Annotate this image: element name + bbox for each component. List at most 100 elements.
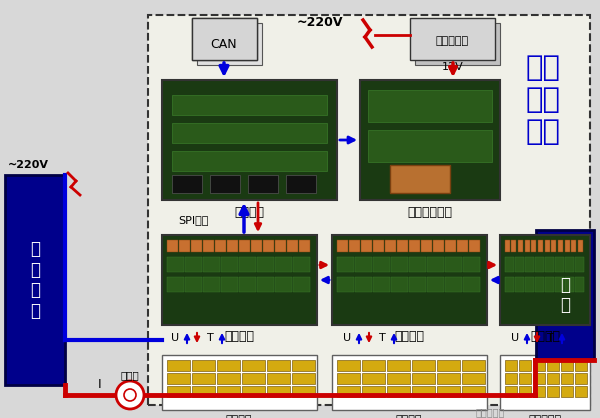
Bar bbox=[191, 240, 202, 252]
Bar bbox=[242, 386, 265, 397]
Bar bbox=[551, 240, 556, 252]
Bar bbox=[368, 130, 492, 162]
Bar bbox=[518, 240, 523, 252]
Bar bbox=[172, 175, 202, 193]
Bar bbox=[332, 235, 487, 325]
Bar bbox=[515, 277, 524, 292]
Bar bbox=[360, 80, 500, 200]
Bar bbox=[412, 360, 435, 371]
Text: 电池模组: 电池模组 bbox=[396, 415, 422, 418]
Bar bbox=[368, 90, 492, 122]
Bar bbox=[390, 165, 450, 193]
Bar bbox=[547, 360, 559, 371]
Bar bbox=[167, 257, 184, 272]
Bar bbox=[469, 240, 480, 252]
Bar bbox=[355, 277, 372, 292]
Text: SPI总线: SPI总线 bbox=[178, 215, 208, 225]
Bar bbox=[545, 257, 554, 272]
Bar bbox=[462, 373, 485, 384]
Bar bbox=[437, 386, 460, 397]
Bar bbox=[210, 175, 240, 193]
Bar bbox=[167, 277, 184, 292]
Text: 均衡电源模块: 均衡电源模块 bbox=[407, 206, 452, 219]
Bar bbox=[337, 257, 354, 272]
Text: U: U bbox=[511, 333, 519, 343]
Bar bbox=[555, 277, 564, 292]
Text: 电池模组: 电池模组 bbox=[226, 415, 252, 418]
Bar bbox=[519, 386, 531, 397]
Bar bbox=[500, 235, 590, 325]
Bar bbox=[545, 277, 554, 292]
Bar bbox=[525, 240, 530, 252]
Bar bbox=[505, 257, 514, 272]
Bar bbox=[536, 230, 594, 360]
Bar bbox=[192, 373, 215, 384]
Text: T: T bbox=[206, 333, 214, 343]
Bar bbox=[427, 277, 444, 292]
Bar bbox=[409, 277, 426, 292]
Bar bbox=[533, 386, 545, 397]
Bar bbox=[533, 373, 545, 384]
Bar bbox=[172, 95, 327, 115]
Circle shape bbox=[116, 381, 144, 409]
Bar bbox=[221, 277, 238, 292]
Bar bbox=[292, 360, 315, 371]
Bar bbox=[248, 175, 278, 193]
Bar bbox=[292, 386, 315, 397]
Bar bbox=[409, 240, 420, 252]
Text: 检测模块: 检测模块 bbox=[530, 331, 560, 344]
Bar bbox=[332, 355, 487, 410]
Bar bbox=[337, 360, 360, 371]
Bar bbox=[575, 360, 587, 371]
Bar bbox=[457, 240, 468, 252]
Bar bbox=[535, 257, 544, 272]
Bar bbox=[203, 240, 214, 252]
Bar bbox=[437, 360, 460, 371]
Bar bbox=[387, 373, 410, 384]
Bar bbox=[575, 257, 584, 272]
Text: 电流计: 电流计 bbox=[121, 370, 139, 380]
Bar bbox=[337, 373, 360, 384]
Bar bbox=[575, 277, 584, 292]
Bar bbox=[192, 386, 215, 397]
Bar bbox=[361, 240, 372, 252]
Bar bbox=[538, 240, 543, 252]
Bar bbox=[391, 257, 408, 272]
Bar bbox=[558, 240, 563, 252]
Bar bbox=[162, 80, 337, 200]
Bar bbox=[463, 277, 480, 292]
Bar bbox=[292, 373, 315, 384]
Bar bbox=[167, 240, 178, 252]
Text: 12V: 12V bbox=[442, 62, 464, 72]
Bar bbox=[167, 373, 190, 384]
Bar bbox=[511, 240, 516, 252]
Bar bbox=[533, 360, 545, 371]
Bar bbox=[257, 277, 274, 292]
Bar bbox=[505, 360, 517, 371]
Bar bbox=[217, 373, 240, 384]
Bar bbox=[445, 277, 462, 292]
Text: 主
充
电
器: 主 充 电 器 bbox=[30, 240, 40, 320]
Bar bbox=[185, 277, 202, 292]
Bar bbox=[427, 257, 444, 272]
Bar bbox=[433, 240, 444, 252]
Bar bbox=[525, 257, 534, 272]
Bar bbox=[167, 360, 190, 371]
Bar bbox=[387, 386, 410, 397]
Bar bbox=[257, 257, 274, 272]
Text: ~220V: ~220V bbox=[7, 160, 49, 170]
Text: ~220V: ~220V bbox=[297, 15, 343, 28]
Text: 电源适配器: 电源适配器 bbox=[436, 36, 469, 46]
Text: I: I bbox=[98, 379, 102, 392]
Bar bbox=[525, 277, 534, 292]
Bar bbox=[337, 386, 360, 397]
Bar bbox=[362, 373, 385, 384]
Bar bbox=[362, 360, 385, 371]
Bar bbox=[337, 240, 348, 252]
Text: 电池
管理
系统: 电池 管理 系统 bbox=[526, 54, 560, 146]
Bar bbox=[167, 386, 190, 397]
Bar bbox=[519, 360, 531, 371]
Bar bbox=[505, 240, 510, 252]
Bar bbox=[535, 277, 544, 292]
Bar bbox=[242, 360, 265, 371]
